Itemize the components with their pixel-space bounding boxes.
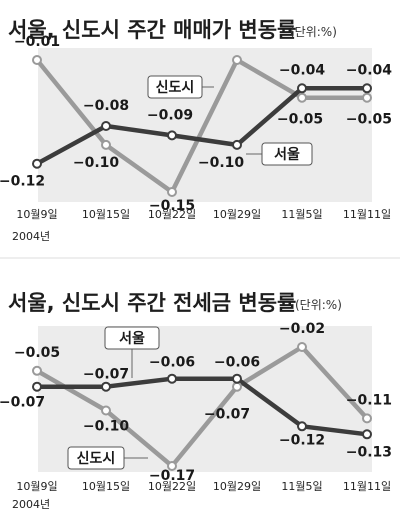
point-seoul-1 xyxy=(101,381,111,392)
point-sindosi-5 xyxy=(362,92,372,103)
data-label-sindosi-0: −0.01 xyxy=(14,34,60,50)
callout-sindosi-label: 신도시 xyxy=(156,80,195,96)
chart-jeonse-lines xyxy=(34,344,370,469)
data-label-seoul-4: −0.12 xyxy=(279,432,325,448)
data-label-seoul-2: −0.06 xyxy=(149,355,195,371)
point-sindosi-0 xyxy=(32,365,42,376)
data-label-seoul-4: −0.04 xyxy=(279,62,326,78)
point-sindosi-1 xyxy=(101,405,111,416)
chart-sale-year-note: 2004년 xyxy=(12,230,50,243)
data-label-sindosi-0: −0.05 xyxy=(14,345,60,361)
chart-sale-callout-seoul: 서울 xyxy=(246,142,313,166)
x-tick-label-2: 10월22일 xyxy=(148,479,196,493)
chart-jeonse-year-note: 2004년 xyxy=(12,498,50,511)
line-sindosi xyxy=(34,344,370,469)
data-label-seoul-5: −0.13 xyxy=(346,444,392,460)
point-seoul-5 xyxy=(362,429,372,440)
point-sindosi-5 xyxy=(362,413,372,424)
data-label-sindosi-1: −0.10 xyxy=(83,419,130,435)
point-sindosi-4 xyxy=(297,92,307,103)
data-label-sindosi-5: −0.11 xyxy=(346,392,392,408)
callout-sindosi-label-2: 신도시 xyxy=(77,451,116,467)
chart-jeonse-x-ticks: 10월9일 10월15일 10월22일 10월29일 11월5일 11월11일 xyxy=(16,479,391,493)
point-sindosi-0 xyxy=(32,55,42,65)
point-seoul-1 xyxy=(101,121,111,131)
chart-jeonse-callout-seoul: 서울 xyxy=(104,326,160,378)
chart-sale-x-ticks: 10월9일 10월15일 10월22일 10월29일 11월5일 11월11일 xyxy=(16,207,391,221)
data-label-sindosi-4: −0.05 xyxy=(277,112,323,128)
point-seoul-2 xyxy=(167,373,177,384)
x-tick-label-5: 11월11일 xyxy=(343,479,391,493)
data-label-seoul-1: −0.08 xyxy=(83,98,129,114)
point-seoul-5 xyxy=(362,83,372,94)
callout-seoul-label: 서울 xyxy=(274,146,300,163)
data-label-seoul-5: −0.04 xyxy=(346,62,393,78)
point-seoul-4 xyxy=(297,421,307,432)
point-seoul-2 xyxy=(167,130,177,141)
data-label-sindosi-5: −0.05 xyxy=(346,112,392,128)
x-tick-label-3: 10월29일 xyxy=(213,207,261,221)
chart-jeonse-title: 서울, 신도시 주간 전세금 변동률 xyxy=(8,291,296,315)
point-sindosi-3 xyxy=(232,381,242,392)
line-seoul xyxy=(34,376,370,437)
point-sindosi-2 xyxy=(167,461,177,471)
x-tick-label-4: 11월5일 xyxy=(281,207,322,221)
callout-seoul-label-2: 서울 xyxy=(119,330,145,347)
data-label-sindosi-1: −0.10 xyxy=(73,155,120,171)
chart-jeonse-callout-sindosi: 신도시 xyxy=(67,446,148,470)
point-seoul-0 xyxy=(32,381,42,392)
x-tick-label-3: 10월29일 xyxy=(213,479,261,493)
chart-sale-lines xyxy=(34,57,370,195)
x-tick-label-2: 10월22일 xyxy=(148,207,196,221)
data-label-seoul-3: −0.10 xyxy=(198,155,245,171)
point-sindosi-2 xyxy=(167,187,177,197)
x-tick-label-4: 11월5일 xyxy=(281,479,322,493)
chart-sale-title: 서울, 신도시 주간 매매가 변동률 xyxy=(8,18,296,42)
data-label-sindosi-4: −0.02 xyxy=(279,321,325,337)
chart-jeonse-data-labels: −0.07 −0.07 −0.06 −0.06 −0.12 −0.13 −0.05 −0.10… xyxy=(0,321,392,484)
chart-jeonse-points xyxy=(32,342,372,471)
line-seoul xyxy=(34,86,370,166)
point-seoul-3 xyxy=(232,139,242,150)
point-sindosi-3 xyxy=(232,55,242,65)
data-label-sindosi-2: −0.17 xyxy=(149,468,195,484)
x-tick-label-5: 11월11일 xyxy=(343,207,391,221)
chart-sale-callout-sindosi: 신도시 xyxy=(147,75,214,99)
data-label-sindosi-3: −0.07 xyxy=(204,407,250,423)
x-tick-label-0: 10월9일 xyxy=(16,479,57,493)
x-tick-label-0: 10월9일 xyxy=(16,207,57,221)
point-seoul-3 xyxy=(232,373,242,384)
data-label-sindosi-2: −0.15 xyxy=(149,198,195,214)
x-tick-label-1: 10월15일 xyxy=(82,207,130,221)
chart-jeonse: 서울, 신도시 주간 전세금 변동률 (단위:%) −0.07−0.07−0.0… xyxy=(0,291,392,511)
data-label-seoul-1: −0.07 xyxy=(83,367,129,383)
data-label-seoul-0: −0.12 xyxy=(0,174,45,190)
point-seoul-0 xyxy=(32,158,42,169)
data-label-seoul-2: −0.09 xyxy=(147,107,193,123)
chart-sale-points xyxy=(32,55,372,197)
chart-sale-price: 서울, 신도시 주간 매매가 변동률 (단위:%) −0.12 −0.08 −0.0… xyxy=(0,18,392,243)
data-label-seoul-0: −0.07 xyxy=(0,395,45,411)
point-seoul-4 xyxy=(297,83,307,94)
data-label-seoul-3: −0.06 xyxy=(214,355,260,371)
point-sindosi-4 xyxy=(297,342,307,352)
chart-sale-data-labels: −0.12 −0.08 −0.09 −0.10 −0.04 −0.04 −0.01 −0.10… xyxy=(0,34,392,214)
chart-sale-unit: (단위:%) xyxy=(290,25,337,39)
chart-jeonse-unit: (단위:%) xyxy=(295,298,342,312)
x-tick-label-1: 10월15일 xyxy=(82,479,130,493)
point-sindosi-1 xyxy=(101,139,111,150)
